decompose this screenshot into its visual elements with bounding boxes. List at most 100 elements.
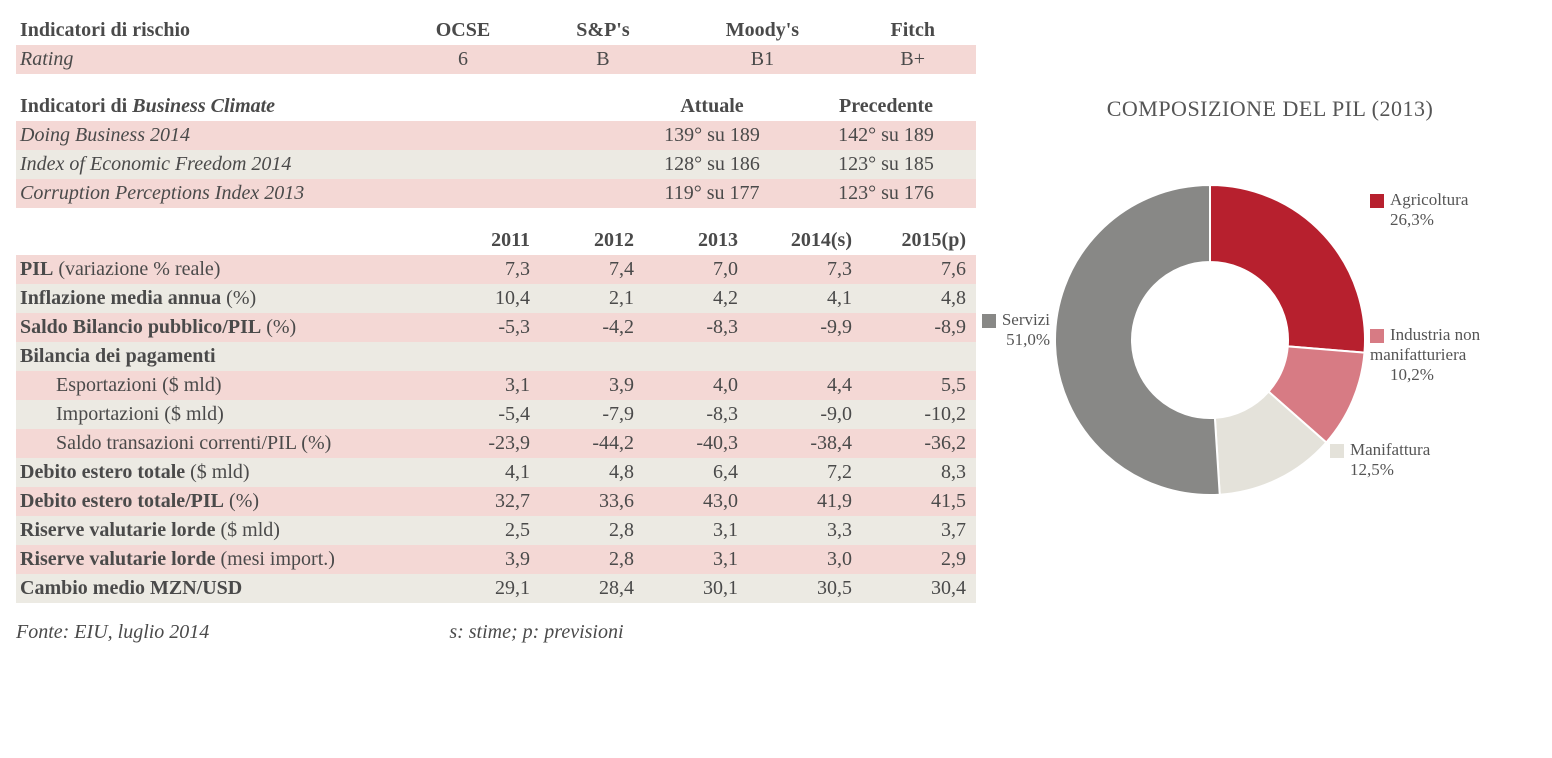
- biz-cell: 128° su 186: [628, 150, 802, 179]
- footer-source: Fonte: EIU, luglio 2014: [16, 621, 209, 644]
- biz-cell: 119° su 177: [628, 179, 802, 208]
- econ-row-label: Saldo Bilancio pubblico/PIL (%): [16, 313, 436, 342]
- econ-row: Riserve valutarie lorde ($ mld)2,52,83,1…: [16, 516, 976, 545]
- econ-row: Bilancia dei pagamenti: [16, 342, 976, 371]
- risk-val-1: B: [537, 45, 676, 74]
- econ-table: 2011 2012 2013 2014(s) 2015(p) PIL (vari…: [16, 226, 976, 603]
- econ-row-label: Debito estero totale/PIL (%): [16, 487, 436, 516]
- legend-swatch-icon: [1370, 329, 1384, 343]
- econ-row-label: Importazioni ($ mld): [16, 400, 436, 429]
- risk-row: Rating 6 B B1 B+: [16, 45, 976, 74]
- econ-cell: 32,7: [436, 487, 540, 516]
- econ-row: Cambio medio MZN/USD29,128,430,130,530,4: [16, 574, 976, 603]
- chart-legend-item: Servizi51,0%: [960, 310, 1050, 350]
- econ-cell: -8,9: [862, 313, 976, 342]
- econ-cell: 33,6: [540, 487, 644, 516]
- econ-cell: 2,9: [862, 545, 976, 574]
- risk-header-label: Indicatori di rischio: [16, 16, 395, 45]
- econ-cell: 7,4: [540, 255, 644, 284]
- risk-row-label: Rating: [16, 45, 395, 74]
- legend-pct: 26,3%: [1390, 210, 1468, 230]
- econ-cell: -4,2: [540, 313, 644, 342]
- risk-val-0: 6: [395, 45, 536, 74]
- econ-row-label: PIL (variazione % reale): [16, 255, 436, 284]
- biz-cell: 142° su 189: [802, 121, 976, 150]
- econ-cell: 10,4: [436, 284, 540, 313]
- econ-row-label: Riserve valutarie lorde (mesi import.): [16, 545, 436, 574]
- econ-row: Debito estero totale ($ mld)4,14,86,47,2…: [16, 458, 976, 487]
- econ-cell: 5,5: [862, 371, 976, 400]
- econ-cell: 29,1: [436, 574, 540, 603]
- legend-pct: 10,2%: [1390, 365, 1540, 385]
- econ-cell: 7,2: [748, 458, 862, 487]
- biz-cell: 139° su 189: [628, 121, 802, 150]
- donut-slice: [1055, 185, 1220, 495]
- econ-cell: 3,1: [436, 371, 540, 400]
- econ-row-label: Debito estero totale ($ mld): [16, 458, 436, 487]
- econ-cell: 2,8: [540, 516, 644, 545]
- econ-row-label: Riserve valutarie lorde ($ mld): [16, 516, 436, 545]
- econ-cell: -38,4: [748, 429, 862, 458]
- econ-row: Esportazioni ($ mld)3,13,94,04,45,5: [16, 371, 976, 400]
- econ-cell: [748, 342, 862, 371]
- econ-cell: -5,4: [436, 400, 540, 429]
- econ-cell: 28,4: [540, 574, 644, 603]
- risk-val-2: B1: [675, 45, 855, 74]
- chart-legend-item: Agricoltura26,3%: [1370, 190, 1468, 230]
- econ-row-label: Inflazione media annua (%): [16, 284, 436, 313]
- econ-cell: 8,3: [862, 458, 976, 487]
- econ-cell: 6,4: [644, 458, 748, 487]
- donut-chart-wrap: Agricoltura26,3% Industria non manifattur…: [1000, 130, 1540, 550]
- legend-swatch-icon: [1370, 194, 1384, 208]
- biz-row: Corruption Perceptions Index 2013119° su…: [16, 179, 976, 208]
- legend-name: Manifattura: [1350, 440, 1430, 459]
- econ-year-2: 2013: [644, 226, 748, 255]
- econ-year-1: 2012: [540, 226, 644, 255]
- legend-pct: 12,5%: [1350, 460, 1430, 480]
- econ-cell: 7,3: [748, 255, 862, 284]
- donut-slice: [1210, 185, 1365, 353]
- econ-row: Saldo transazioni correnti/PIL (%)-23,9-…: [16, 429, 976, 458]
- econ-cell: 3,1: [644, 516, 748, 545]
- econ-cell: -7,9: [540, 400, 644, 429]
- econ-year-0: 2011: [436, 226, 540, 255]
- econ-row: Importazioni ($ mld)-5,4-7,9-8,3-9,0-10,…: [16, 400, 976, 429]
- risk-col-2: Moody's: [675, 16, 855, 45]
- econ-cell: 3,9: [436, 545, 540, 574]
- econ-year-4: 2015(p): [862, 226, 976, 255]
- chart-title: COMPOSIZIONE DEL PIL (2013): [1000, 96, 1540, 122]
- econ-row: Debito estero totale/PIL (%)32,733,643,0…: [16, 487, 976, 516]
- biz-header-row: Indicatori di Business Climate Attuale P…: [16, 92, 976, 121]
- chart-column: COMPOSIZIONE DEL PIL (2013) Agricoltura2…: [1000, 16, 1540, 644]
- biz-row: Index of Economic Freedom 2014128° su 18…: [16, 150, 976, 179]
- biz-header-em: Business Climate: [132, 95, 275, 117]
- biz-header-plain: Indicatori di: [20, 95, 127, 117]
- econ-row: Inflazione media annua (%)10,42,14,24,14…: [16, 284, 976, 313]
- legend-name: Industria non manifatturiera: [1370, 325, 1480, 364]
- legend-pct: 51,0%: [960, 330, 1050, 350]
- econ-cell: 2,5: [436, 516, 540, 545]
- econ-cell: 4,1: [436, 458, 540, 487]
- legend-swatch-icon: [982, 314, 996, 328]
- footer-legend: s: stime; p: previsioni: [449, 621, 623, 644]
- econ-row-label: Bilancia dei pagamenti: [16, 342, 436, 371]
- risk-col-1: S&P's: [537, 16, 676, 45]
- legend-name: Agricoltura: [1390, 190, 1468, 209]
- biz-col-0: Attuale: [628, 92, 802, 121]
- econ-cell: 30,1: [644, 574, 748, 603]
- econ-cell: -9,9: [748, 313, 862, 342]
- bizclimate-table: Indicatori di Business Climate Attuale P…: [16, 92, 976, 208]
- econ-cell: -9,0: [748, 400, 862, 429]
- biz-cell: 123° su 176: [802, 179, 976, 208]
- econ-cell: -8,3: [644, 400, 748, 429]
- biz-cell: 123° su 185: [802, 150, 976, 179]
- econ-row: Riserve valutarie lorde (mesi import.)3,…: [16, 545, 976, 574]
- econ-cell: [540, 342, 644, 371]
- econ-cell: 3,7: [862, 516, 976, 545]
- econ-row-label: Esportazioni ($ mld): [16, 371, 436, 400]
- econ-cell: 2,8: [540, 545, 644, 574]
- econ-cell: -10,2: [862, 400, 976, 429]
- biz-col-1: Precedente: [802, 92, 976, 121]
- econ-year-3: 2014(s): [748, 226, 862, 255]
- risk-col-0: OCSE: [395, 16, 536, 45]
